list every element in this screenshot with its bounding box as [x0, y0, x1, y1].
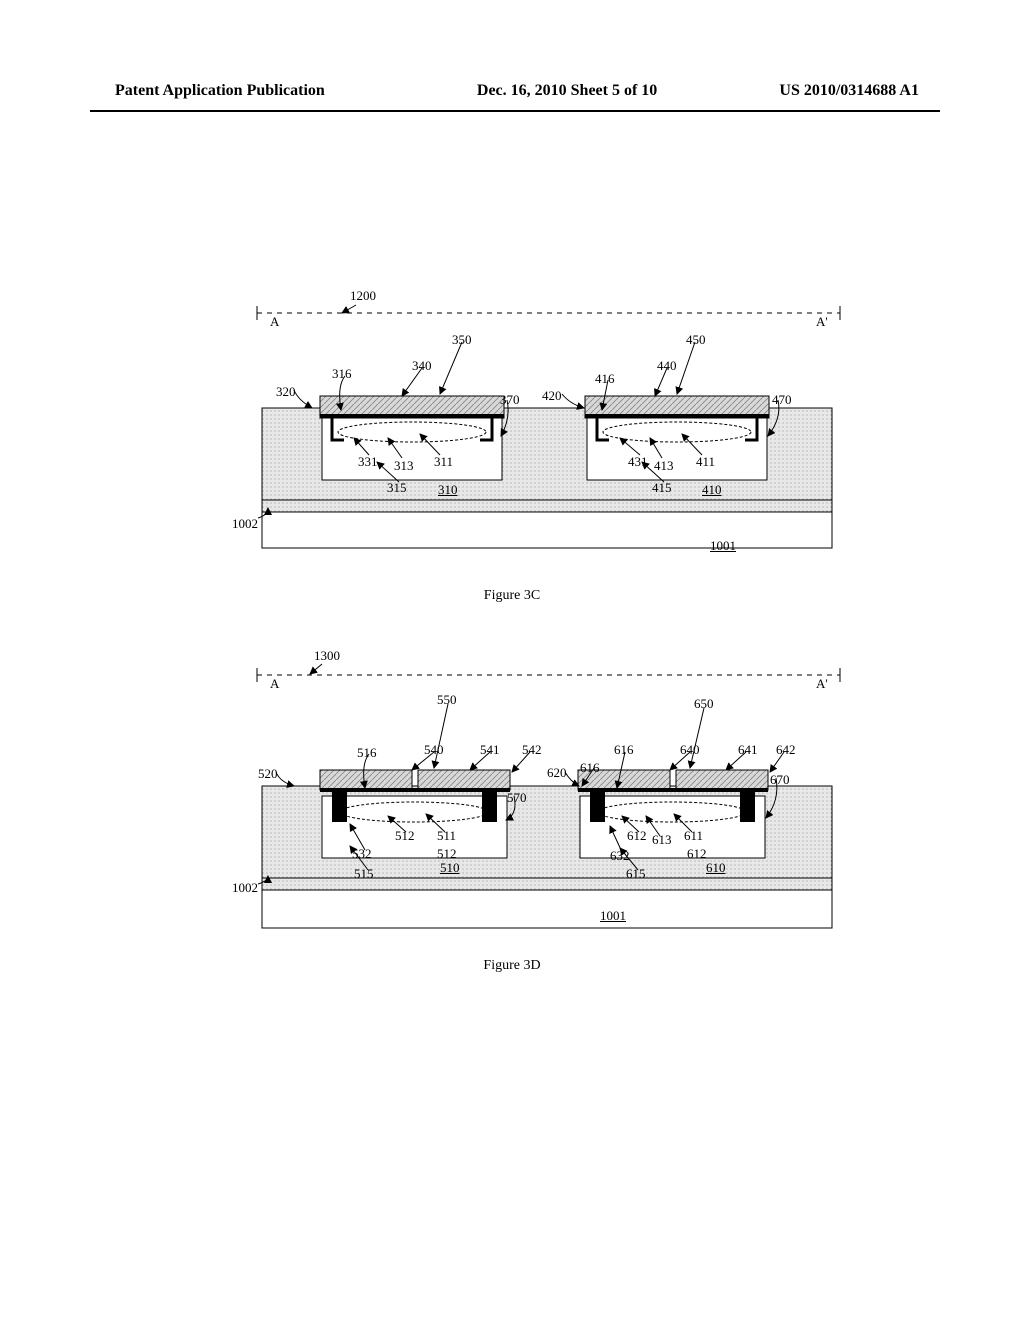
- figure-3c-svg: 1200 A A' 350 340 316 320 370 331 313 311 315 310…: [162, 290, 862, 570]
- ref-611: 611: [684, 828, 703, 844]
- ref-641: 641: [738, 742, 758, 758]
- ref-616: 616: [614, 742, 634, 758]
- ref-431: 431: [628, 454, 648, 470]
- ref-1002: 1002: [232, 516, 258, 532]
- ref-470: 470: [772, 392, 792, 408]
- ref-532: 532: [352, 846, 372, 862]
- marker-a: A: [270, 314, 279, 330]
- ref-550: 550: [437, 692, 457, 708]
- ref-370: 370: [500, 392, 520, 408]
- ref-650: 650: [694, 696, 714, 712]
- ref-541: 541: [480, 742, 500, 758]
- ref-542: 542: [522, 742, 542, 758]
- ref-416: 416: [595, 371, 615, 387]
- header-divider: [90, 110, 940, 112]
- marker-a: A: [270, 676, 279, 692]
- marker-aprime: A': [816, 676, 828, 692]
- ref-311: 311: [434, 454, 453, 470]
- header-left: Patent Application Publication: [115, 82, 325, 100]
- ref-1001: 1001: [710, 538, 736, 554]
- ref-612: 612: [627, 828, 647, 844]
- ref-540: 540: [424, 742, 444, 758]
- ref-320: 320: [276, 384, 296, 400]
- ref-310: 310: [438, 482, 458, 498]
- ref-512: 512: [395, 828, 415, 844]
- fig-label: 1200: [350, 288, 376, 304]
- ref-520: 520: [258, 766, 278, 782]
- ref-515: 515: [354, 866, 374, 882]
- ref-570: 570: [507, 790, 527, 806]
- header-right: US 2010/0314688 A1: [779, 82, 919, 100]
- ref-415: 415: [652, 480, 672, 496]
- figure-3c-wrap: 1200 A A' 350 340 316 320 370 331 313 311 315 310…: [0, 290, 1024, 604]
- fig-label: 1300: [314, 648, 340, 664]
- ref-331: 331: [358, 454, 378, 470]
- figure-3d-wrap: 1300 A A' 550540541542516520570512511532…: [0, 660, 1024, 974]
- ref-1001: 1001: [600, 908, 626, 924]
- ref-1002: 1002: [232, 880, 258, 896]
- ref-411: 411: [696, 454, 715, 470]
- ref-350: 350: [452, 332, 472, 348]
- figure-3d-svg: 1300 A A' 550540541542516520570512511532…: [162, 660, 862, 940]
- ref-316: 316: [332, 366, 352, 382]
- header-center: Dec. 16, 2010 Sheet 5 of 10: [447, 82, 657, 100]
- ref-315: 315: [387, 480, 407, 496]
- figure-3d-caption: Figure 3D: [483, 958, 540, 974]
- ref-410: 410: [702, 482, 722, 498]
- ref-511: 511: [437, 828, 456, 844]
- ref-615: 615: [626, 866, 646, 882]
- ref-642: 642: [776, 742, 796, 758]
- ref-420: 420: [542, 388, 562, 404]
- ref-612: 612: [687, 846, 707, 862]
- figure-3c-caption: Figure 3C: [484, 588, 540, 604]
- ref-610: 610: [706, 860, 726, 876]
- ref-340: 340: [412, 358, 432, 374]
- ref-413: 413: [654, 458, 674, 474]
- ref-450: 450: [686, 332, 706, 348]
- ref-632: 632: [610, 848, 630, 864]
- ref-640: 640: [680, 742, 700, 758]
- ref-620: 620: [547, 765, 567, 781]
- ref-670: 670: [770, 772, 790, 788]
- ref-516: 516: [357, 745, 377, 761]
- ref-510: 510: [440, 860, 460, 876]
- ref-440: 440: [657, 358, 677, 374]
- page-header: Patent Application Publication Dec. 16, …: [0, 82, 1024, 100]
- ref-313: 313: [394, 458, 414, 474]
- marker-aprime: A': [816, 314, 828, 330]
- ref-616: 616: [580, 760, 600, 776]
- ref-613: 613: [652, 832, 672, 848]
